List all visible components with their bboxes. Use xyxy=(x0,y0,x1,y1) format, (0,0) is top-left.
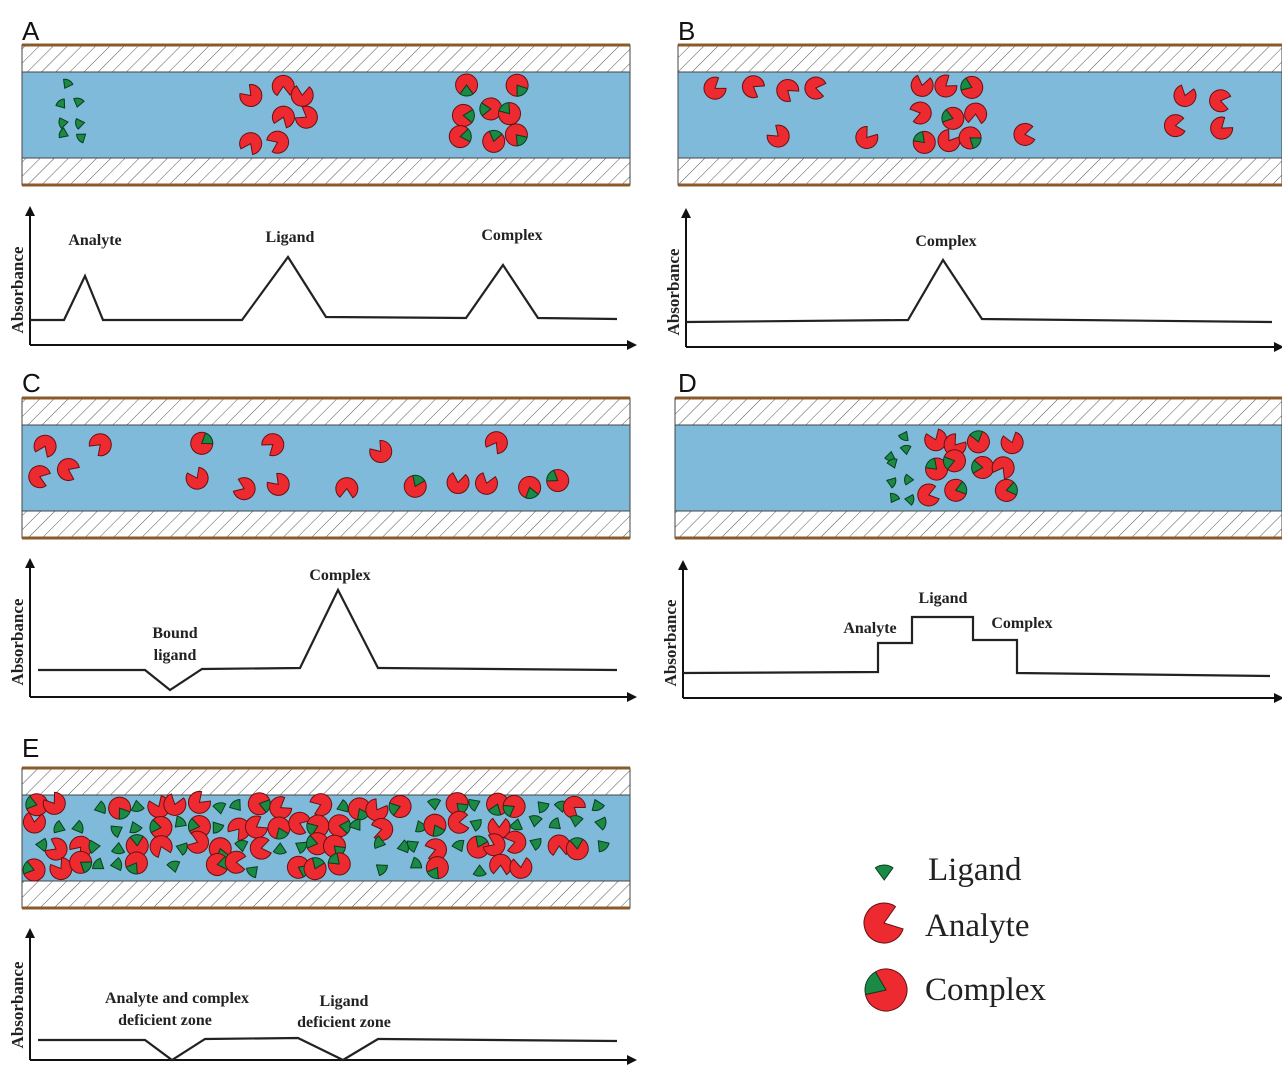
panel-letter: C xyxy=(22,368,41,398)
peak-label: Complex xyxy=(915,233,976,250)
capillary-wall xyxy=(22,881,630,908)
legend-label: Ligand xyxy=(928,852,1022,888)
capillary-wall xyxy=(22,158,630,185)
peak-label: Ligand xyxy=(266,229,315,246)
figure: A Absorbance Analyte Ligand Complex B Absorban… xyxy=(0,0,1282,1068)
panel-letter: E xyxy=(22,733,39,763)
legend-label: Complex xyxy=(925,972,1046,1008)
peak-label: Ligand xyxy=(320,993,369,1010)
capillary-wall xyxy=(22,398,630,425)
capillary-lumen xyxy=(22,425,630,511)
capillary-wall xyxy=(678,45,1282,72)
y-axis-label: Absorbance xyxy=(664,248,683,335)
y-axis-label: Absorbance xyxy=(8,598,27,685)
capillary-wall xyxy=(675,398,1282,425)
y-axis-label: Absorbance xyxy=(8,246,27,333)
panel-letter: B xyxy=(678,16,695,46)
y-axis-label: Absorbance xyxy=(661,599,680,686)
peak-label: Bound xyxy=(152,625,197,642)
capillary-wall xyxy=(22,45,630,72)
absorbance-trace xyxy=(38,1038,617,1060)
peak-label: Complex xyxy=(991,615,1052,632)
capillary-lumen xyxy=(22,72,630,158)
peak-label: Complex xyxy=(481,227,542,244)
capillary-wall xyxy=(22,511,630,538)
ligand-icon xyxy=(875,865,893,880)
peak-label: ligand xyxy=(154,647,197,664)
capillary-wall xyxy=(675,511,1282,538)
peak-label: Ligand xyxy=(919,590,968,607)
peak-label: Analyte xyxy=(68,232,121,249)
peak-label: deficient zone xyxy=(118,1012,212,1029)
peak-label: Analyte and complex xyxy=(105,990,249,1007)
peak-label: deficient zone xyxy=(297,1014,391,1031)
panel-letter: D xyxy=(678,368,697,398)
absorbance-trace xyxy=(683,617,1270,676)
y-axis-label: Absorbance xyxy=(8,961,27,1048)
legend-label: Analyte xyxy=(925,908,1029,944)
capillary-wall xyxy=(678,158,1282,185)
absorbance-trace xyxy=(686,260,1272,322)
peak-label: Analyte xyxy=(843,620,896,637)
peak-label: Complex xyxy=(309,567,370,584)
absorbance-trace xyxy=(30,257,617,320)
capillary-wall xyxy=(22,768,630,795)
absorbance-trace xyxy=(38,590,617,690)
panel-letter: A xyxy=(22,16,40,46)
analyte-icon xyxy=(864,903,903,943)
